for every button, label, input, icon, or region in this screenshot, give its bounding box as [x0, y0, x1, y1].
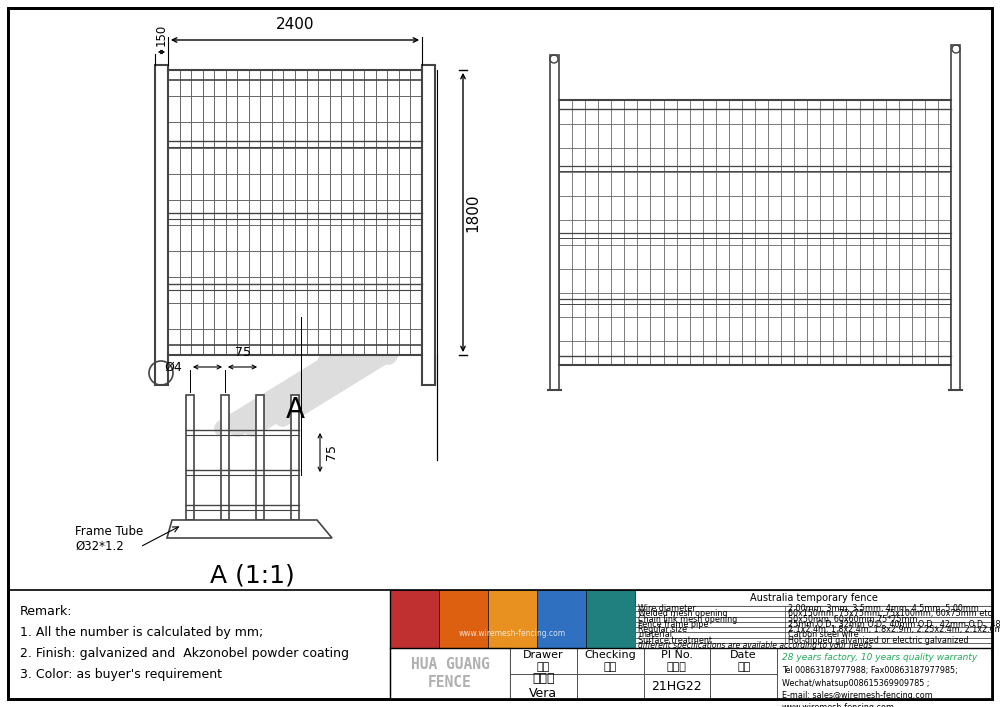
Bar: [221, 395, 229, 520]
Bar: [510, 674, 577, 699]
Text: HUA GUANG
FENCE: HUA GUANG FENCE: [411, 658, 489, 690]
Text: Fence frame pipe: Fence frame pipe: [638, 620, 708, 629]
Bar: [510, 648, 577, 674]
Text: Ø4: Ø4: [164, 361, 182, 373]
Text: Remark:
1. All the number is calculated by mm;
2. Finish: galvanized and  Akzono: Remark: 1. All the number is calculated …: [20, 605, 349, 681]
Text: A (1:1): A (1:1): [210, 563, 295, 587]
Text: Drawer
制图: Drawer 制图: [523, 650, 564, 672]
Bar: [291, 395, 299, 520]
Text: 75: 75: [234, 346, 250, 359]
Bar: [710, 648, 777, 674]
Bar: [186, 395, 194, 520]
Bar: [635, 606, 992, 612]
Bar: [777, 648, 992, 699]
Bar: [644, 648, 710, 674]
Text: Carbon steel wire: Carbon steel wire: [788, 631, 859, 639]
Bar: [550, 55, 559, 390]
Bar: [390, 648, 510, 699]
Bar: [537, 590, 586, 648]
Text: 60x150mm, 75x75mm, 75x100mm, 60x75mm etc: 60x150mm, 75x75mm, 75x100mm, 60x75mm etc: [788, 609, 992, 619]
Text: Surface treatment: Surface treatment: [638, 636, 712, 645]
Text: 150: 150: [155, 24, 168, 46]
Bar: [710, 674, 777, 699]
Bar: [559, 100, 951, 365]
Text: Date
日期: Date 日期: [730, 650, 757, 672]
Text: 2.00mm, 3mm, 3.5mm, 4mm, 4.5mm, 5.00mm: 2.00mm, 3mm, 3.5mm, 4mm, 4.5mm, 5.00mm: [788, 604, 979, 613]
Bar: [635, 617, 992, 621]
Text: Tel 00863187977988; Fax00863187977985;
Wechat/whatsup008615369909785 ;
E-mail: s: Tel 00863187977988; Fax00863187977985; W…: [782, 666, 958, 707]
Text: 50x50mm, 60x60mm,75*75mm: 50x50mm, 60x60mm,75*75mm: [788, 614, 918, 624]
Text: material: material: [638, 631, 672, 639]
Bar: [635, 627, 992, 632]
Text: 21HG22: 21HG22: [652, 679, 702, 693]
Bar: [586, 590, 635, 648]
Text: 25mm O.D., 32mm O.D., 40mm O.D., 42mm O.D., 48mm O.D. etc: 25mm O.D., 32mm O.D., 40mm O.D., 42mm O.…: [788, 620, 1000, 629]
Bar: [635, 632, 992, 638]
Bar: [577, 674, 644, 699]
Bar: [390, 590, 439, 648]
Text: 1800: 1800: [466, 193, 480, 232]
Bar: [488, 590, 537, 648]
Bar: [635, 621, 992, 627]
Text: Australia temporary fence: Australia temporary fence: [750, 593, 877, 603]
Text: Wire diameter: Wire diameter: [638, 604, 696, 613]
Text: 2.1x2.4m, 1.8x2.4m, 1.8x2.9m, 2.25x2.4m, 2.1x2.6m, 2.1x3.3m etc: 2.1x2.4m, 1.8x2.4m, 1.8x2.9m, 2.25x2.4m,…: [788, 625, 1000, 634]
Text: A: A: [286, 396, 304, 424]
Bar: [635, 643, 992, 648]
Text: 75: 75: [325, 445, 338, 460]
Text: 杜文小
Vera: 杜文小 Vera: [529, 672, 557, 700]
Text: Regular size: Regular size: [638, 625, 687, 634]
Bar: [635, 612, 992, 617]
Bar: [422, 65, 435, 385]
Text: Checking
审核: Checking 审核: [584, 650, 636, 672]
Text: 28 years factory, 10 years quality warranty: 28 years factory, 10 years quality warra…: [782, 653, 977, 662]
Text: PI No.
合同号: PI No. 合同号: [661, 650, 693, 672]
Bar: [644, 674, 710, 699]
Text: Chain link mesh opening: Chain link mesh opening: [638, 614, 737, 624]
Bar: [635, 590, 992, 606]
Text: Hot-dipped galvanized or electric galvanized: Hot-dipped galvanized or electric galvan…: [788, 636, 968, 645]
Bar: [439, 590, 488, 648]
Text: Frame Tube
Ø32*1.2: Frame Tube Ø32*1.2: [75, 525, 143, 553]
Bar: [256, 395, 264, 520]
Bar: [168, 70, 422, 355]
Bar: [635, 638, 992, 643]
Bar: [155, 65, 168, 385]
Text: different specifications are available according to your needs: different specifications are available a…: [638, 641, 872, 650]
Bar: [951, 45, 960, 390]
Text: www.wiremesh-fencing.com: www.wiremesh-fencing.com: [459, 629, 566, 638]
Text: Welded mesh opening: Welded mesh opening: [638, 609, 728, 619]
Bar: [577, 648, 644, 674]
Polygon shape: [167, 520, 332, 538]
Text: 2400: 2400: [276, 17, 314, 32]
